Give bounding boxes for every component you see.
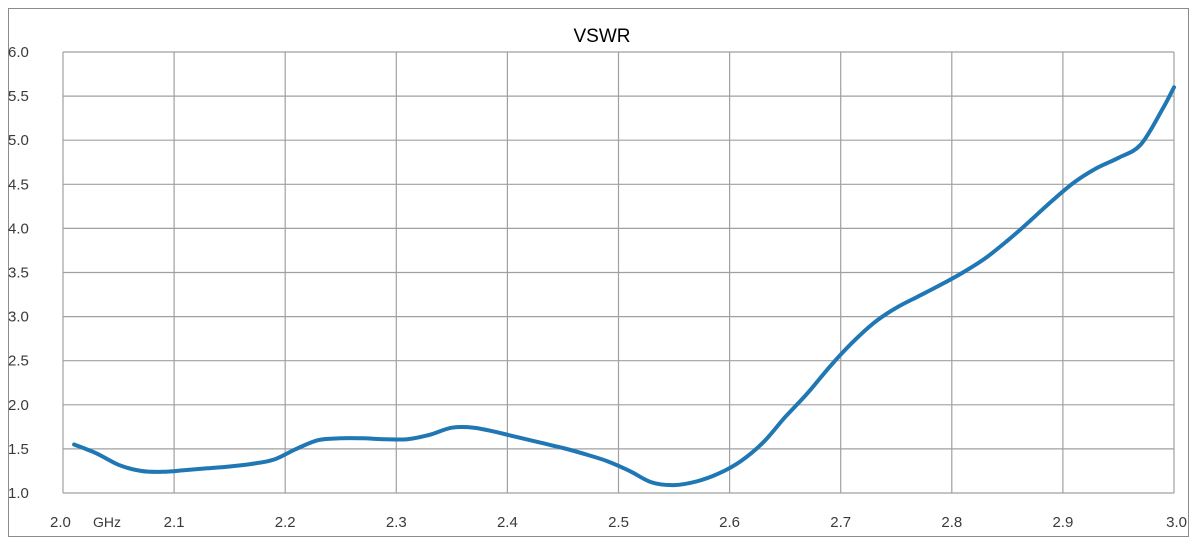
x-tick-label: 2.3 bbox=[386, 514, 407, 531]
y-tick-label: 4.5 bbox=[8, 176, 29, 193]
x-tick-label: 2.8 bbox=[941, 514, 962, 531]
grid bbox=[62, 51, 1175, 494]
y-tick-label: 2.5 bbox=[8, 353, 29, 370]
y-tick-label: 4.0 bbox=[8, 220, 29, 237]
x-tick-label: 2.1 bbox=[164, 514, 185, 531]
y-tick-label: 3.0 bbox=[8, 309, 29, 326]
y-tick-label: 3.5 bbox=[8, 265, 29, 282]
x-tick-label: 2.0 bbox=[50, 514, 71, 531]
series-line-vswr bbox=[72, 85, 1176, 488]
x-tick-label: 2.5 bbox=[608, 514, 629, 531]
x-tick-label: 2.2 bbox=[275, 514, 296, 531]
y-tick-label: 6.0 bbox=[8, 44, 29, 61]
y-tick-label: 5.0 bbox=[8, 132, 29, 149]
x-tick-label: 2.4 bbox=[497, 514, 518, 531]
x-unit-label: GHz bbox=[93, 514, 121, 530]
y-tick-label: 5.5 bbox=[8, 88, 29, 105]
y-axis: 1.0 1.5 2.0 2.5 3.0 3.5 4.0 4.5 5.0 5.5 6.0 bbox=[8, 44, 29, 502]
x-axis: 2.0 2.1 2.2 2.3 2.4 2.5 2.6 2.7 2.8 2.9 3.0 bbox=[50, 514, 1187, 531]
chart-title: VSWR bbox=[574, 26, 631, 47]
x-tick-label: 2.6 bbox=[719, 514, 740, 531]
x-tick-label: 2.7 bbox=[830, 514, 851, 531]
x-tick-label: 2.9 bbox=[1052, 514, 1073, 531]
y-tick-label: 1.0 bbox=[8, 485, 29, 502]
y-tick-label: 1.5 bbox=[8, 441, 29, 458]
x-tick-label: 3.0 bbox=[1166, 514, 1187, 531]
y-tick-label: 2.0 bbox=[8, 397, 29, 414]
